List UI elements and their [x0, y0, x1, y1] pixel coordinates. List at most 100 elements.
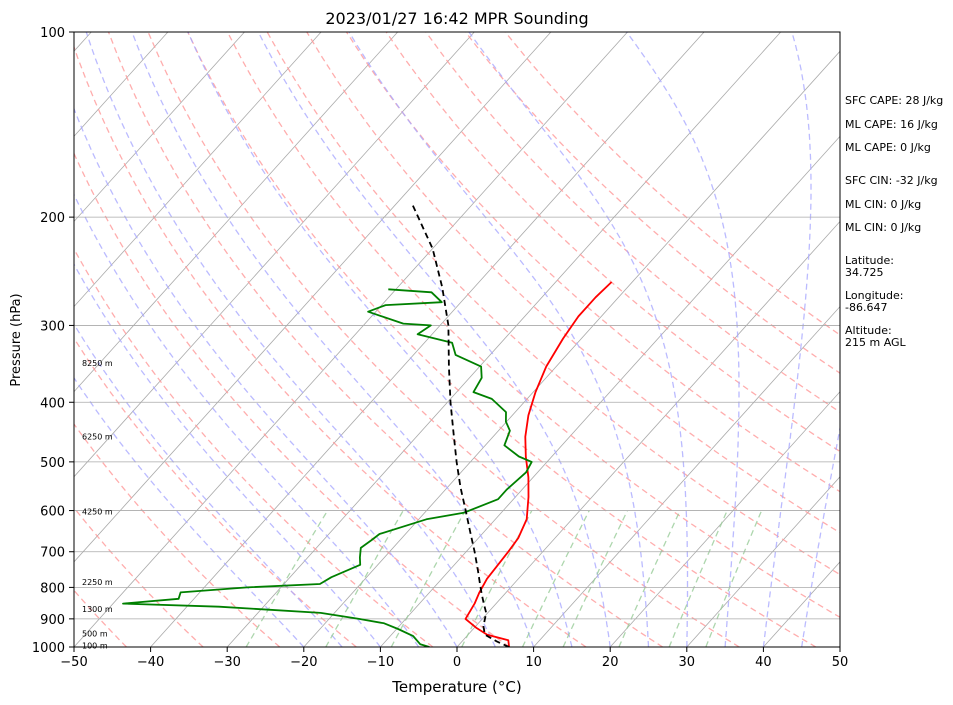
x-tick-label: −40	[137, 655, 164, 670]
y-tick-label: 800	[40, 581, 65, 596]
moist-adiabat-line	[85, 32, 496, 647]
x-tick-label: −50	[60, 655, 87, 670]
x-axis-ticks: −50 −40 −30 −20 −10 0 10 20 30 40 50	[60, 647, 848, 670]
latitude-label: Latitude:	[845, 254, 894, 267]
isotherm-line	[74, 32, 398, 393]
dry-adiabat-line	[74, 422, 281, 647]
y-tick-label: 600	[40, 505, 65, 520]
mixing-ratio-line	[618, 510, 681, 647]
parcel-line	[411, 203, 510, 647]
dry-adiabat-line	[74, 506, 204, 647]
moist-adiabat-line	[131, 32, 535, 647]
mixing-ratio-line	[390, 510, 466, 647]
ml-cape-label: ML CAPE: 16 J/kg	[845, 118, 938, 131]
dry-adiabat-line	[74, 45, 587, 647]
y-tick-label: 1000	[32, 641, 65, 656]
dewpoint-line	[122, 288, 533, 647]
moist-adiabat-line	[468, 32, 689, 647]
isotherm-line	[74, 32, 552, 563]
chart-title: 2023/01/27 16:42 MPR Sounding	[325, 9, 588, 28]
x-tick-label: 50	[832, 655, 849, 670]
isotherm-line	[380, 135, 840, 647]
moist-adiabat-line	[348, 32, 650, 647]
moist-adiabat-line	[187, 32, 573, 647]
mixing-ratio-line	[245, 510, 329, 647]
dry-adiabat-line	[74, 337, 357, 647]
plot-frame	[73, 31, 841, 648]
x-tick-label: 20	[602, 655, 619, 670]
y-tick-label: 900	[40, 613, 65, 628]
moist-adiabat-line	[626, 32, 740, 647]
height-label: 4250 m	[82, 507, 113, 516]
moist-adiabat-line	[257, 32, 611, 647]
mixing-ratio-line	[668, 510, 728, 647]
height-labels: 8250 m 6250 m 4250 m 2250 m 1300 m 500 m 100 m	[82, 359, 113, 651]
ml-cape-label-2: ML CAPE: 0 J/kg	[845, 141, 931, 154]
isotherm-line	[74, 32, 628, 647]
y-tick-label: 500	[40, 456, 65, 471]
dry-adiabat-line	[147, 32, 740, 647]
x-tick-label: 0	[453, 655, 461, 670]
dry-adiabat-line	[226, 32, 840, 619]
height-label: 8250 m	[82, 359, 113, 368]
dry-adiabat-line	[464, 32, 840, 374]
isotherm-line	[686, 476, 840, 647]
height-label: 2250 m	[82, 578, 113, 587]
y-axis-ticks: 100 200 300 400 500 600 700 800 900 1000	[32, 26, 74, 656]
y-tick-label: 400	[40, 396, 65, 411]
isotherm-line	[533, 305, 840, 647]
moist-adiabat-line	[74, 107, 458, 647]
dry-adiabat-line	[385, 32, 840, 453]
x-tick-label: 30	[679, 655, 696, 670]
isotherm-line	[303, 50, 840, 647]
mixing-ratio-line	[521, 510, 590, 647]
altitude-label: Altitude:	[845, 324, 892, 337]
dry-adiabat-line	[306, 32, 840, 534]
x-tick-label: 10	[525, 655, 542, 670]
isotherm-line	[456, 220, 840, 647]
moist-adiabat-line	[74, 193, 420, 647]
x-axis-label: Temperature (°C)	[391, 678, 521, 696]
x-tick-label: 40	[755, 655, 772, 670]
sounding-lines	[122, 203, 613, 647]
dry-adiabat-line	[74, 151, 510, 647]
moist-adiabat-line	[74, 263, 381, 647]
dry-adiabat-line	[345, 32, 840, 493]
x-tick-label: −20	[290, 655, 317, 670]
isotherm-line	[150, 32, 705, 647]
height-label: 1300 m	[82, 605, 113, 614]
moist-adiabat-line	[801, 424, 840, 647]
y-axis-label: Pressure (hPa)	[9, 293, 24, 386]
ml-cin-label: ML CIN: 0 J/kg	[845, 198, 922, 211]
y-tick-label: 100	[40, 26, 65, 41]
mixing-ratio-line	[562, 510, 629, 647]
y-tick-label: 700	[40, 546, 65, 561]
moist-adiabat-line	[762, 32, 812, 647]
isotherm-line	[609, 391, 840, 647]
x-tick-label: −30	[213, 655, 240, 670]
mixing-ratio-line	[325, 510, 404, 647]
isotherm-line	[74, 32, 169, 137]
sfc-cape-label: SFC CAPE: 28 J/kg	[845, 94, 944, 107]
y-tick-label: 200	[40, 211, 65, 226]
ml-cin-label-2: ML CIN: 0 J/kg	[845, 221, 922, 234]
dry-adiabat-line	[425, 32, 840, 413]
background-lines	[74, 32, 840, 647]
y-tick-label: 300	[40, 319, 65, 334]
dry-adiabat-line	[107, 32, 664, 647]
isotherm-line	[74, 32, 245, 223]
sfc-cin-label: SFC CIN: -32 J/kg	[845, 174, 938, 187]
longitude-value: -86.647	[845, 301, 888, 314]
isotherm-line	[226, 32, 781, 647]
isotherm-line	[74, 32, 322, 308]
height-label: 500 m	[82, 629, 108, 638]
latitude-value: 34.725	[845, 266, 884, 279]
longitude-label: Longitude:	[845, 289, 904, 302]
height-label: 100 m	[82, 642, 108, 651]
isotherm-line	[74, 32, 475, 478]
x-tick-label: −10	[367, 655, 394, 670]
dry-adiabat-line	[74, 247, 434, 647]
height-label: 6250 m	[82, 433, 113, 442]
temperature-line	[464, 281, 613, 647]
